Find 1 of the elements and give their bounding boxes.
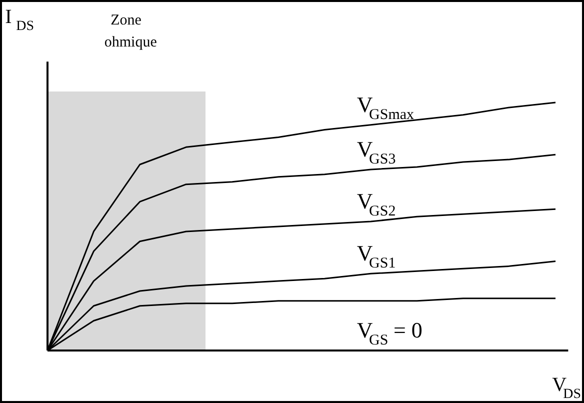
text: Zone ohmique <box>104 12 158 50</box>
